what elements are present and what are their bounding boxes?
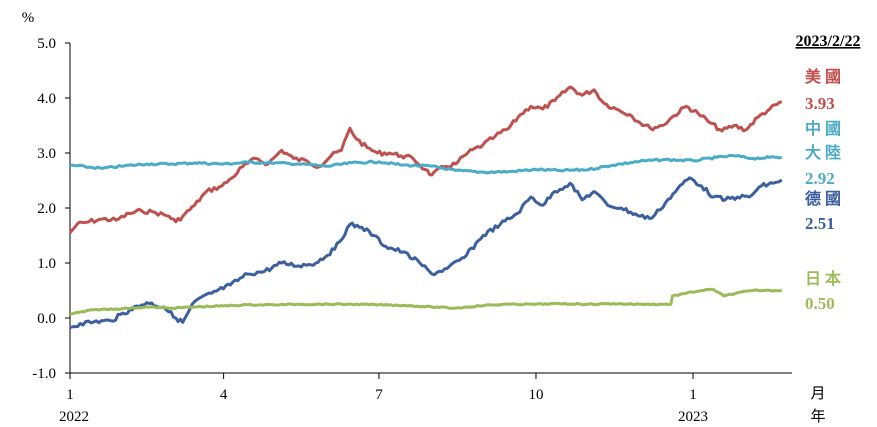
x-tick-label: 10 — [528, 387, 543, 403]
y-ticks: 5.0 4.0 3.0 2.0 1.0 0.0 -1.0 — [32, 36, 70, 382]
x-tick-label: 7 — [375, 387, 383, 403]
x-year-label: 2022 — [59, 409, 89, 425]
series-line-2 — [69, 176, 783, 329]
legend-value: 2.51 — [805, 214, 835, 233]
y-tick-label: 1.0 — [37, 256, 56, 272]
legend-name: 中國 — [805, 119, 845, 138]
legend-value: 3.93 — [805, 94, 835, 113]
axes — [69, 43, 792, 374]
y-tick-label: 2.0 — [37, 201, 56, 217]
date-label: 2023/2/22 — [796, 33, 861, 50]
legend-value: 2.92 — [805, 169, 835, 188]
y-unit-label: % — [22, 10, 35, 26]
legend-name: 大陸 — [805, 143, 845, 162]
x-tick-label: 1 — [66, 387, 74, 403]
legend-value: 0.50 — [805, 294, 835, 313]
legend-name: 德國 — [805, 189, 845, 208]
legend-name: 日本 — [805, 269, 845, 288]
x-tick-label: 4 — [220, 387, 228, 403]
x-year-label: 2023 — [678, 409, 708, 425]
y-tick-label: 5.0 — [37, 36, 56, 52]
x-tick-label: 1 — [689, 387, 697, 403]
series-line-0 — [68, 85, 782, 234]
y-tick-label: 0.0 — [37, 311, 56, 327]
x-ticks: 1 2022 4 7 10 1 2023 — [59, 373, 708, 425]
y-tick-label: 3.0 — [37, 146, 56, 162]
y-tick-label: 4.0 — [37, 91, 56, 107]
series-lines — [68, 85, 783, 329]
y-tick-label: -1.0 — [32, 366, 56, 382]
legend-name: 美國 — [805, 67, 845, 86]
x-unit-year: 年 — [810, 408, 825, 425]
series-line-3 — [69, 287, 782, 316]
x-unit-month: 月 — [810, 386, 825, 402]
series-line-1 — [69, 154, 783, 175]
